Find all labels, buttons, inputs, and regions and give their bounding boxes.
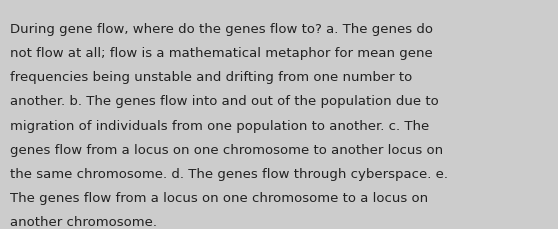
Text: frequencies being unstable and drifting from one number to: frequencies being unstable and drifting … xyxy=(10,71,412,84)
Text: not flow at all; flow is a mathematical metaphor for mean gene: not flow at all; flow is a mathematical … xyxy=(10,47,433,60)
Text: another. b. The genes flow into and out of the population due to: another. b. The genes flow into and out … xyxy=(10,95,439,108)
Text: During gene flow, where do the genes flow to? a. The genes do: During gene flow, where do the genes flo… xyxy=(10,23,433,36)
Text: migration of individuals from one population to another. c. The: migration of individuals from one popula… xyxy=(10,119,429,132)
Text: another chromosome.: another chromosome. xyxy=(10,215,157,228)
Text: genes flow from a locus on one chromosome to another locus on: genes flow from a locus on one chromosom… xyxy=(10,143,443,156)
Text: the same chromosome. d. The genes flow through cyberspace. e.: the same chromosome. d. The genes flow t… xyxy=(10,167,448,180)
Text: The genes flow from a locus on one chromosome to a locus on: The genes flow from a locus on one chrom… xyxy=(10,191,428,204)
